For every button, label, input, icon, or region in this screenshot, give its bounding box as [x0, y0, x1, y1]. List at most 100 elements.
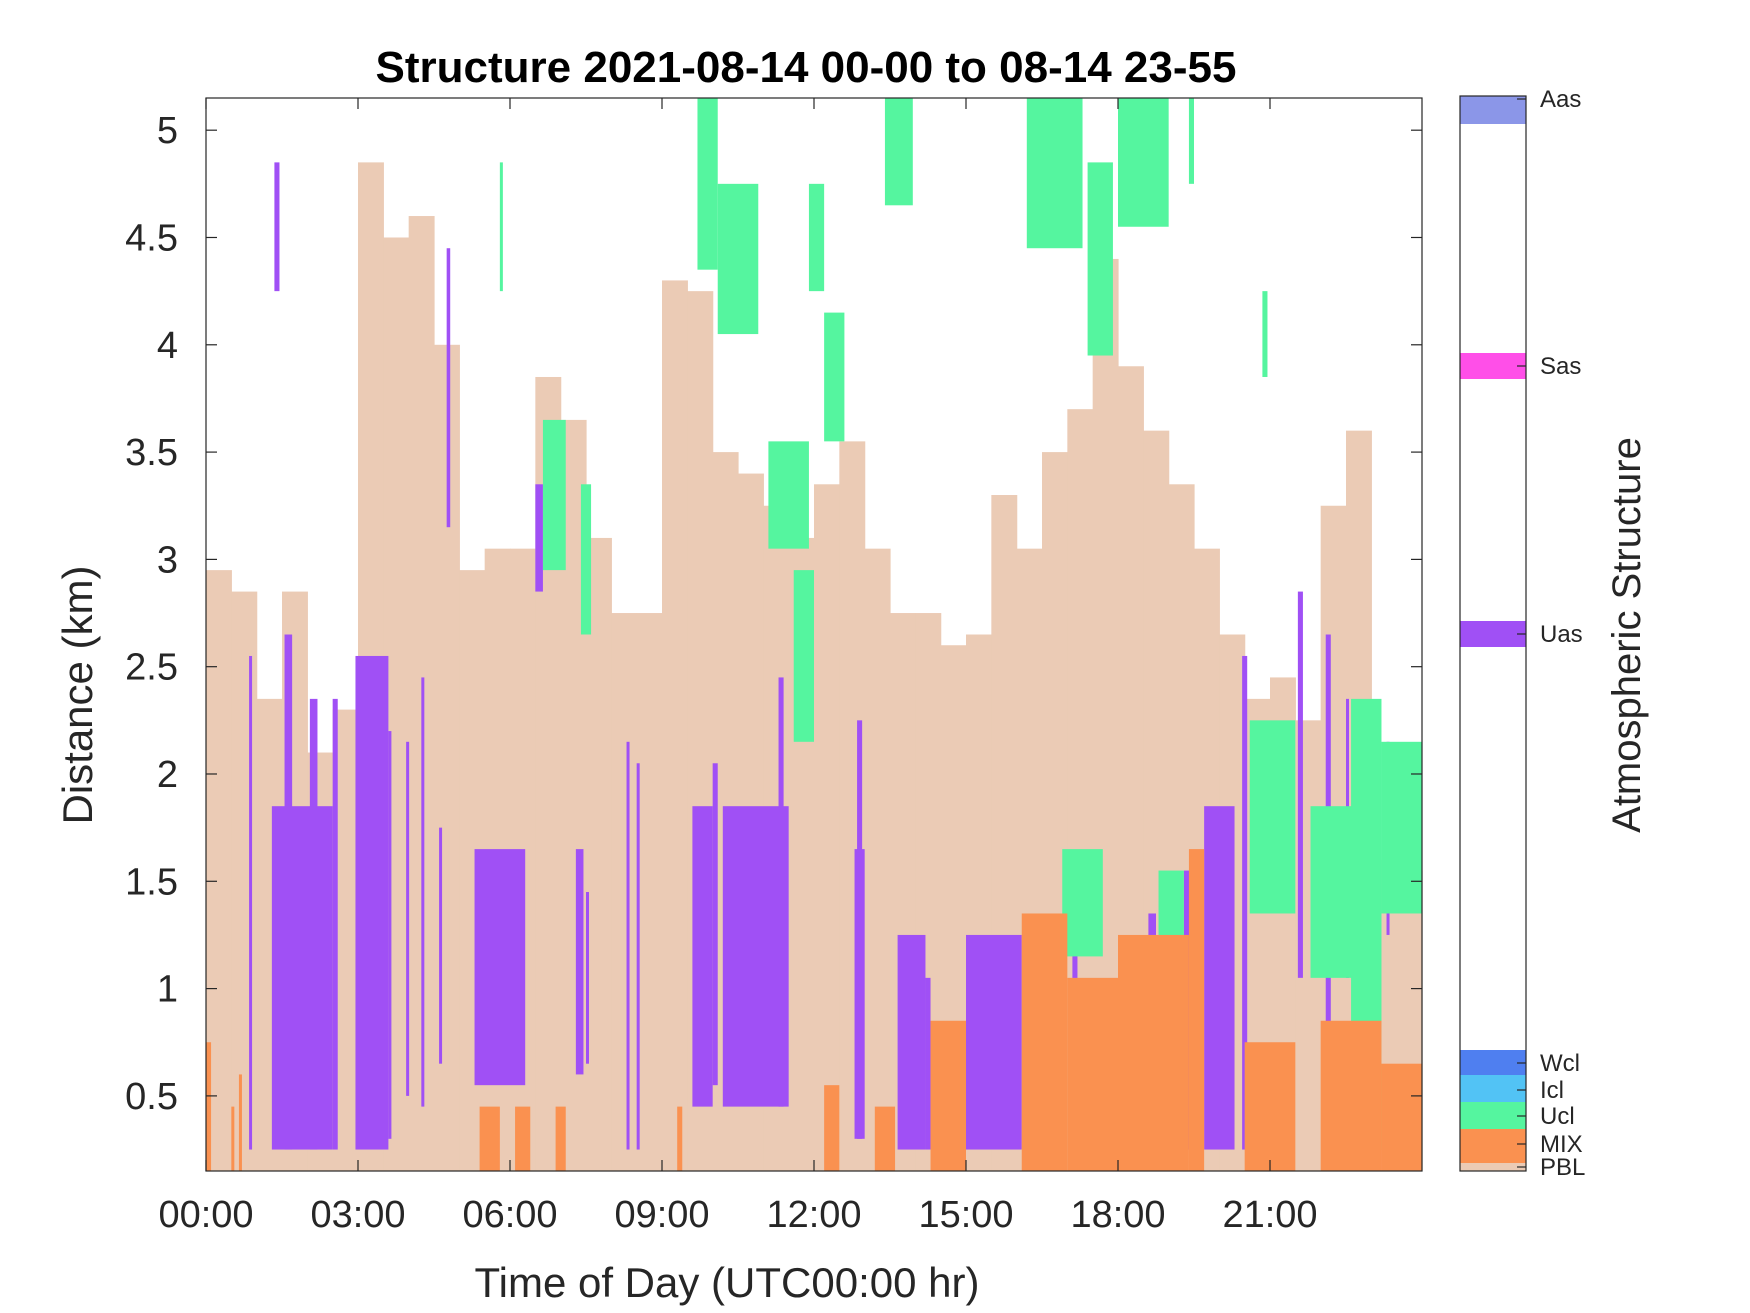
colorbar-swatch-aas [1460, 96, 1526, 124]
segment-ucl [1381, 741, 1422, 914]
segment-uas [586, 892, 589, 1064]
segment-ucl [1118, 98, 1169, 227]
x-axis: 00:00 03:00 06:00 09:00 12:00 15:00 18:00 21:00 [158, 98, 1318, 1236]
segment-ucl [542, 419, 566, 571]
segment-uas [355, 655, 389, 1150]
colorbar-tick-label: Icl [1540, 1077, 1564, 1104]
segment-uas [332, 698, 338, 1150]
chart-title: Structure 2021-08-14 00-00 to 08-14 23-5… [376, 43, 1237, 92]
segment-uas [778, 677, 784, 1107]
segment-uas [274, 162, 280, 292]
segment-ucl [824, 312, 845, 442]
x-tick-label: 18:00 [1070, 1194, 1165, 1236]
y-tick-label: 3 [157, 539, 178, 581]
y-axis-label: Distance (km) [54, 565, 101, 824]
colorbar-swatch-sas [1460, 353, 1526, 379]
segment-mix [206, 1042, 212, 1171]
segment-uas [1242, 655, 1248, 1150]
colorbar-label: Atmospheric Structure [1605, 437, 1649, 833]
segment-ucl [499, 162, 503, 292]
segment-mix [1244, 1042, 1296, 1171]
y-tick-label: 4 [157, 325, 178, 367]
colorbar-swatch-ucl [1460, 1102, 1526, 1129]
segment-mix [479, 1106, 500, 1171]
segment-mix [515, 1106, 531, 1171]
segment-uas [446, 248, 451, 528]
segment-uas [575, 849, 584, 1075]
segment-uas [1297, 591, 1303, 978]
pbl-column [231, 591, 258, 1171]
segment-mix [1118, 934, 1189, 1171]
pbl-column [864, 548, 891, 1171]
pbl-column [662, 280, 688, 1171]
y-tick-label: 4.5 [125, 217, 178, 259]
y-tick-label: 2.5 [125, 647, 178, 689]
pbl-column [636, 613, 663, 1171]
segment-ucl [1188, 98, 1194, 184]
y-tick-label: 2 [157, 754, 178, 796]
segment-mix [238, 1074, 242, 1171]
segment-uas [626, 741, 630, 1150]
colorbar-swatch-uas [1460, 621, 1526, 647]
x-tick-label: 03:00 [310, 1194, 405, 1236]
colorbar-tick-label: Ucl [1540, 1103, 1575, 1130]
y-tick-label: 5 [157, 110, 178, 152]
colorbar-tick-label: Uas [1540, 621, 1583, 648]
colorbar-tick-label: Wcl [1540, 1050, 1580, 1077]
segment-ucl [697, 98, 718, 270]
colorbar-swatch-wcl [1460, 1050, 1526, 1075]
segment-mix [930, 1020, 966, 1171]
segment-uas [271, 806, 333, 1150]
x-tick-label: 21:00 [1222, 1194, 1317, 1236]
segment-uas [1204, 806, 1235, 1150]
structure-segments [206, 98, 1422, 1171]
segment-ucl [793, 570, 814, 742]
colorbar-tick-label: Aas [1540, 86, 1581, 113]
segment-uas [284, 634, 293, 1150]
colorbar-tick-label: PBL [1540, 1154, 1585, 1181]
segment-mix [874, 1106, 896, 1171]
segment-ucl [768, 441, 809, 549]
segment-uas [474, 849, 526, 1086]
y-tick-label: 0.5 [125, 1076, 178, 1118]
segment-mix [1320, 1020, 1382, 1171]
y-axis: 0.5 1 1.5 2 2.5 3 3.5 4 4.5 5 [125, 110, 1422, 1118]
segment-ucl [884, 98, 913, 206]
segment-mix [1188, 849, 1205, 1171]
x-axis-label: Time of Day (UTC00:00 hr) [475, 1259, 980, 1306]
y-tick-label: 3.5 [125, 432, 178, 474]
pbl-column [586, 537, 612, 1171]
segment-uas [636, 763, 640, 1150]
x-tick-label: 15:00 [918, 1194, 1013, 1236]
colorbar-tick-label: MIX [1540, 1131, 1583, 1158]
segment-mix [1067, 977, 1118, 1171]
segment-uas [439, 827, 443, 1064]
segment-ucl [1062, 849, 1103, 957]
segment-ucl [580, 484, 592, 635]
x-tick-label: 09:00 [614, 1194, 709, 1236]
segment-ucl [1249, 720, 1296, 914]
colorbar-tick-label: Sas [1540, 353, 1581, 380]
segment-ucl [808, 183, 825, 292]
colorbar-swatch-pbl [1460, 1163, 1526, 1171]
segment-uas [421, 677, 425, 1107]
segment-mix [1021, 913, 1068, 1171]
segment-uas [966, 934, 1022, 1150]
segment-uas [925, 977, 931, 1150]
segment-uas [897, 934, 926, 1150]
pbl-column [611, 613, 638, 1171]
colorbar-swatch-icl [1460, 1075, 1526, 1102]
segment-ucl [1087, 162, 1113, 356]
segment-mix [231, 1106, 235, 1171]
segment-ucl [1262, 291, 1268, 377]
x-tick-label: 00:00 [158, 1194, 253, 1236]
segment-uas [692, 806, 713, 1107]
segment-ucl [1026, 98, 1083, 249]
x-tick-label: 06:00 [462, 1194, 557, 1236]
segment-uas [309, 698, 318, 1150]
colorbar-swatch-mix [1460, 1129, 1526, 1163]
segment-ucl [717, 183, 759, 335]
segment-uas [388, 731, 392, 1139]
